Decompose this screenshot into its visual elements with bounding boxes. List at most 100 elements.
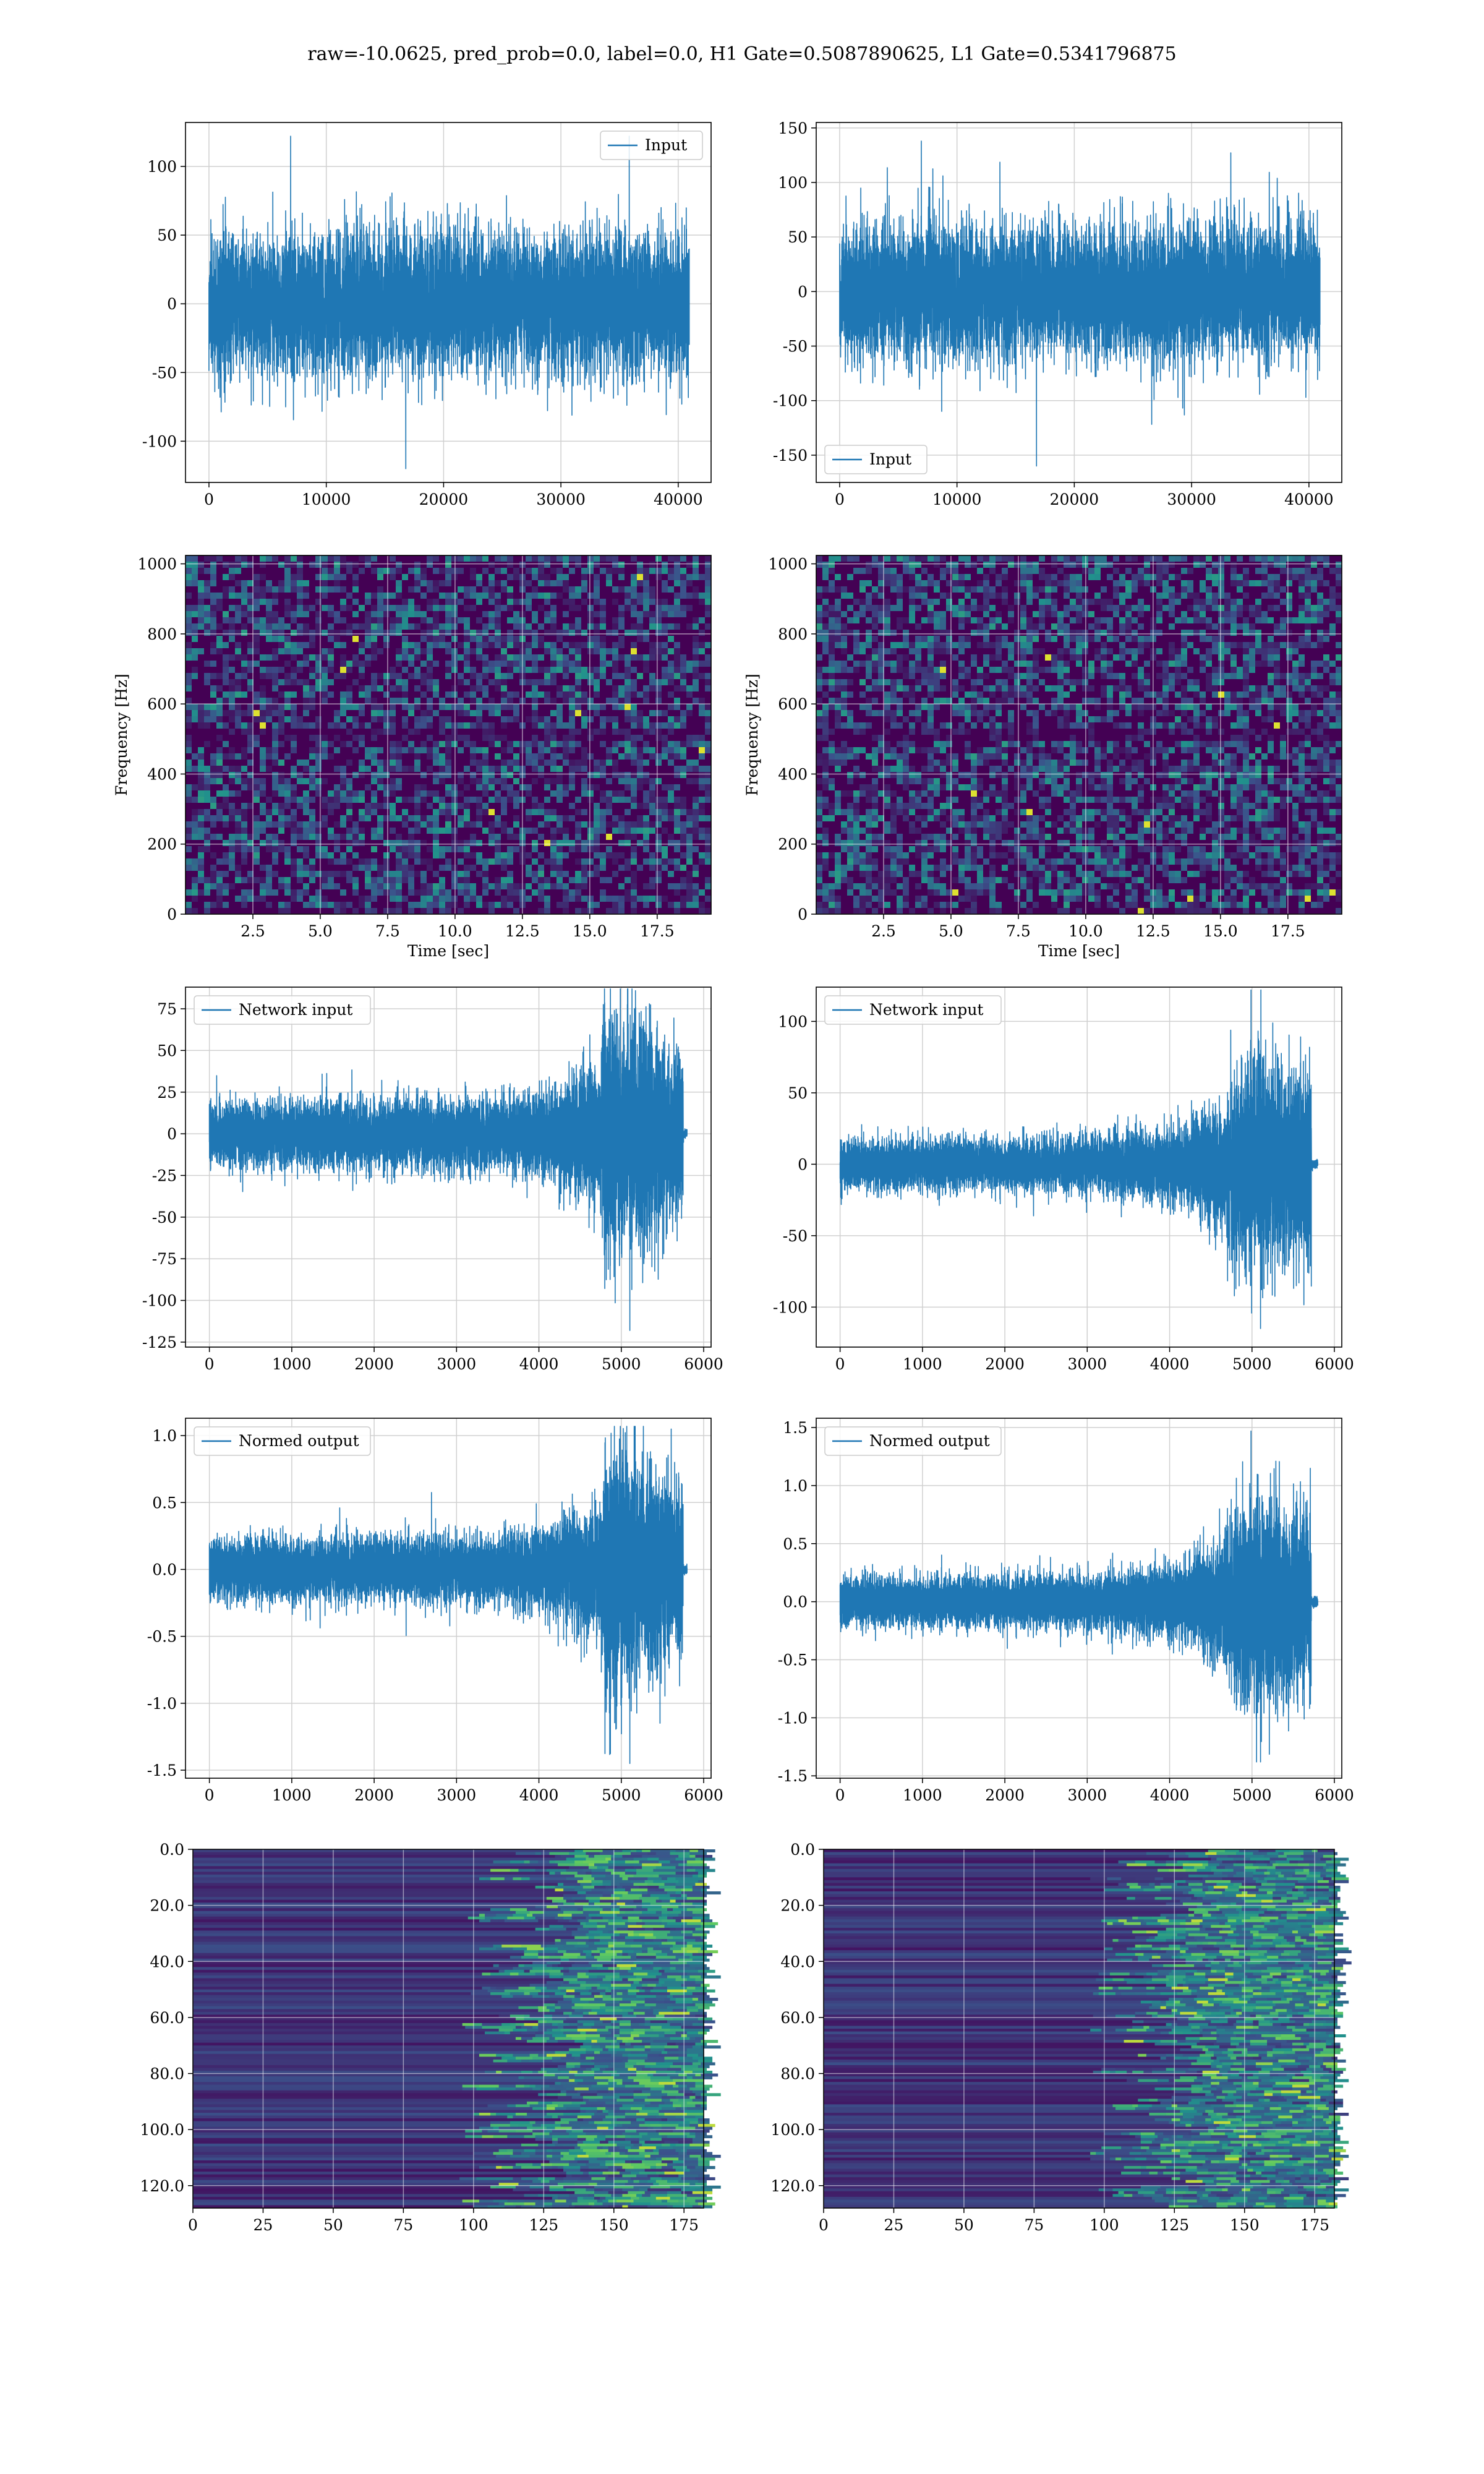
heatmap-cell: [408, 871, 414, 877]
heatmap-cell: [989, 617, 996, 623]
heatmap-cell: [433, 685, 439, 691]
heatmap-cell: [464, 815, 470, 821]
heatmap-cell: [470, 753, 476, 760]
heatmap-cell: [501, 704, 507, 710]
heatmap-cell: [458, 679, 464, 685]
heatmap-cell: [414, 790, 420, 797]
heatmap-cell: [1249, 753, 1255, 760]
heatmap-cell: [402, 685, 408, 691]
heatmap-cell: [631, 586, 637, 593]
heatmap-cell: [352, 661, 359, 667]
heatmap-cell: [940, 642, 946, 648]
heatmap-cell: [1311, 661, 1317, 667]
heatmap-cell: [266, 877, 272, 883]
heatmap-cell: [1268, 574, 1274, 580]
heatmap-cell: [1026, 636, 1033, 642]
heatmap-cell: [513, 574, 519, 580]
heatmap-cell: [396, 902, 402, 908]
heatmap-cell: [1193, 630, 1200, 636]
heatmap-cell: [340, 908, 346, 914]
heatmap-cell: [229, 753, 235, 760]
x-tick-label: 20000: [1050, 490, 1099, 508]
heatmap-cell: [216, 605, 223, 611]
heatmap-cell: [977, 691, 983, 698]
heatmap-cell: [427, 679, 433, 685]
heatmap-cell: [909, 574, 915, 580]
heatmap-cell: [643, 760, 649, 766]
heatmap-cell: [921, 593, 927, 599]
heatmap-cell: [278, 586, 284, 593]
heatmap-cell: [272, 840, 278, 846]
heatmap-cell: [1286, 617, 1292, 623]
heatmap-cell: [606, 877, 612, 883]
heatmap-cell: [1305, 673, 1311, 679]
heatmap-cell: [1298, 611, 1305, 617]
heatmap-cell: [266, 865, 272, 871]
heatmap-cell: [1286, 568, 1292, 574]
heatmap-cell: [835, 722, 841, 729]
heatmap-cell: [1138, 673, 1144, 679]
heatmap-cell: [835, 586, 841, 593]
heatmap-cell: [637, 766, 643, 772]
heatmap-cell: [322, 821, 328, 828]
heatmap-cell: [464, 809, 470, 815]
heatmap-cell: [445, 753, 451, 760]
heatmap-cell: [284, 673, 291, 679]
heatmap-cell: [1317, 729, 1323, 735]
heatmap-cell: [618, 896, 625, 902]
heatmap-cell: [1125, 648, 1132, 654]
heatmap-cell: [1237, 605, 1243, 611]
heatmap-cell: [371, 846, 377, 852]
heatmap-cell: [631, 747, 637, 753]
heatmap-cell: [897, 605, 903, 611]
heatmap-cell: [921, 747, 927, 753]
heatmap-cell: [501, 716, 507, 722]
heatmap-cell: [204, 673, 210, 679]
heatmap-cell: [1268, 593, 1274, 599]
heatmap-cell: [291, 642, 297, 648]
heatmap-cell: [705, 877, 711, 883]
heatmap-cell: [1230, 698, 1237, 704]
heatmap-cell: [1162, 766, 1169, 772]
heatmap-cell: [637, 865, 643, 871]
heatmap-cell: [1255, 766, 1261, 772]
heatmap-cell: [186, 784, 192, 790]
heatmap-cell: [1094, 574, 1101, 580]
heatmap-cell: [1169, 574, 1175, 580]
heatmap-cell: [649, 828, 655, 834]
heatmap-cell: [1212, 760, 1218, 766]
heatmap-cell: [309, 722, 315, 729]
heatmap-cell: [359, 840, 365, 846]
heatmap-cell: [699, 809, 705, 815]
heatmap-cell: [1088, 729, 1094, 735]
heatmap-cell: [872, 648, 878, 654]
heatmap-cell: [829, 778, 835, 784]
heatmap-cell: [1057, 555, 1064, 562]
heatmap-cell: [377, 747, 383, 753]
heatmap-cell: [909, 691, 915, 698]
heatmap-cell: [482, 889, 488, 896]
heatmap-cell: [556, 685, 563, 691]
heatmap-cell: [1057, 568, 1064, 574]
heatmap-cell: [346, 568, 352, 574]
heatmap-cell: [606, 797, 612, 803]
heatmap-cell: [643, 599, 649, 605]
heatmap-cell: [260, 710, 266, 716]
heatmap-cell: [946, 642, 952, 648]
heatmap-cell: [544, 778, 550, 784]
heatmap-cell: [1144, 574, 1150, 580]
heatmap-cell: [396, 797, 402, 803]
heatmap-cell: [544, 858, 550, 865]
heatmap-cell: [1237, 778, 1243, 784]
heatmap-cell: [1132, 661, 1138, 667]
heatmap-cell: [1169, 642, 1175, 648]
heatmap-cell: [1280, 691, 1286, 698]
heatmap-cell: [254, 778, 260, 784]
heatmap-cell: [1255, 710, 1261, 716]
heatmap-cell: [488, 772, 495, 778]
heatmap-cell: [1076, 772, 1082, 778]
heatmap-cell: [223, 679, 229, 685]
heatmap-cell: [878, 611, 884, 617]
heatmap-cell: [309, 667, 315, 673]
heatmap-cell: [921, 673, 927, 679]
